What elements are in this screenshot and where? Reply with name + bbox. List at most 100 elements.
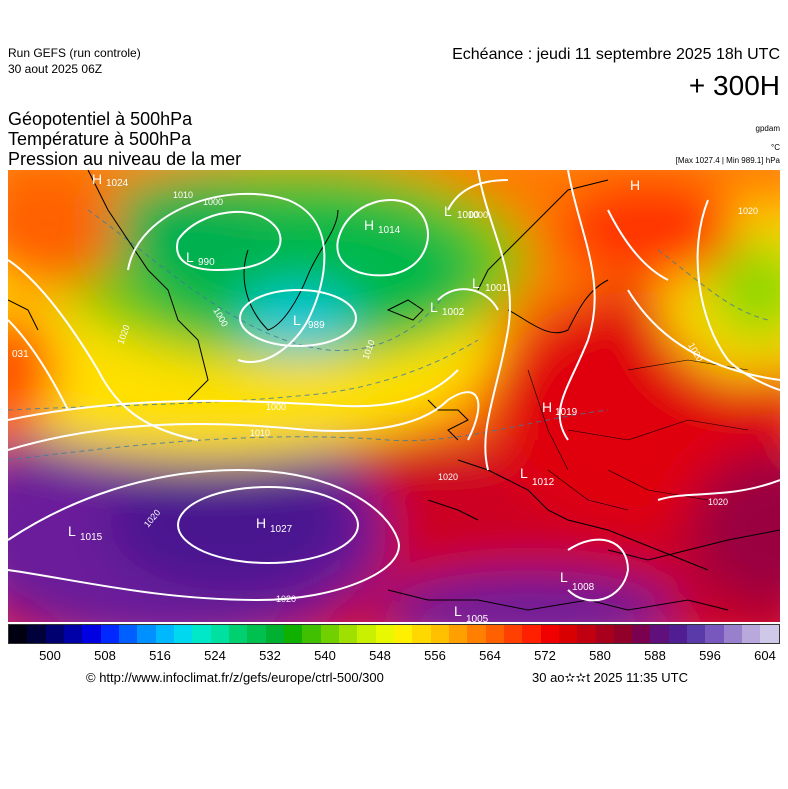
colorbar-swatch bbox=[247, 625, 266, 643]
colorbar-tick-label: 580 bbox=[589, 648, 611, 663]
pressure-center: L 990 bbox=[186, 249, 215, 268]
svg-text:L: L bbox=[520, 465, 528, 481]
svg-text:H: H bbox=[364, 217, 374, 233]
svg-text:H: H bbox=[542, 399, 552, 415]
colorbar-tick-label: 548 bbox=[369, 648, 391, 663]
unit-temperature: °C bbox=[771, 143, 780, 152]
colorbar-swatch bbox=[467, 625, 486, 643]
colorbar-swatch bbox=[723, 625, 743, 643]
colorbar-swatch bbox=[173, 625, 193, 643]
colorbar-swatch bbox=[595, 625, 614, 643]
pressure-centers: H 1024 L 990 L 989 H 1014 L 1000 L 1001 L 1002 … bbox=[12, 171, 640, 622]
colorbar-swatch bbox=[485, 625, 504, 643]
colorbar-swatch bbox=[632, 625, 651, 643]
svg-text:1001: 1001 bbox=[485, 283, 508, 294]
colorbar-swatch bbox=[320, 625, 339, 643]
isobar-label: 1000 bbox=[203, 197, 223, 207]
svg-text:L: L bbox=[454, 603, 462, 619]
colorbar-tick-label: 516 bbox=[149, 648, 171, 663]
pressure-center: L 989 bbox=[293, 312, 325, 331]
colorbar-swatch bbox=[118, 625, 138, 643]
colorbar-swatch bbox=[228, 625, 248, 643]
svg-text:L: L bbox=[293, 312, 301, 328]
colorbar-swatch bbox=[45, 625, 64, 643]
svg-text:H: H bbox=[630, 177, 640, 193]
colorbar-swatch bbox=[577, 625, 596, 643]
colorbar-tick-label: 524 bbox=[204, 648, 226, 663]
colorbar-tick-label: 540 bbox=[314, 648, 336, 663]
colorbar-tick-label: 572 bbox=[534, 648, 556, 663]
svg-text:1002: 1002 bbox=[442, 307, 465, 318]
isobar-label: 1000 bbox=[468, 210, 488, 220]
svg-text:1019: 1019 bbox=[555, 407, 578, 418]
colorbar-swatch bbox=[448, 625, 468, 643]
pressure-center: L 1008 bbox=[560, 569, 595, 593]
svg-text:L: L bbox=[472, 275, 480, 291]
colorbar-swatch bbox=[155, 625, 174, 643]
svg-text:1027: 1027 bbox=[270, 524, 293, 535]
colorbar-swatch bbox=[27, 625, 46, 643]
colorbar-swatch bbox=[302, 625, 321, 643]
weather-map: 1010 1000 1000 1000 1020 1000 1010 1020 … bbox=[8, 170, 780, 622]
isobar-label: 1020 bbox=[738, 206, 758, 216]
svg-text:1008: 1008 bbox=[572, 582, 595, 593]
colorbar-tick-label: 532 bbox=[259, 648, 281, 663]
colorbar-swatch bbox=[100, 625, 119, 643]
field-pressure: Pression au niveau de la mer bbox=[8, 149, 242, 169]
field-temperature: Température à 500hPa bbox=[8, 129, 192, 149]
colorbar-swatch bbox=[522, 625, 541, 643]
pressure-center: L 1015 bbox=[68, 523, 103, 543]
colorbar-swatch bbox=[558, 625, 578, 643]
isobar-label: 1000 bbox=[266, 402, 286, 412]
colorbar-swatch bbox=[393, 625, 413, 643]
colorbar-swatch bbox=[82, 625, 101, 643]
svg-text:1015: 1015 bbox=[80, 532, 103, 543]
svg-text:031: 031 bbox=[12, 349, 29, 360]
colorbar-tick-label: 500 bbox=[39, 648, 61, 663]
svg-text:H: H bbox=[256, 515, 266, 531]
credit-url: © http://www.infoclimat.fr/z/gefs/europe… bbox=[86, 670, 384, 685]
colorbar-tick-label: 588 bbox=[644, 648, 666, 663]
colorbar-swatch bbox=[412, 625, 431, 643]
colorbar-swatch bbox=[760, 625, 779, 643]
unit-geopotential: gpdam bbox=[755, 124, 780, 133]
svg-text:H: H bbox=[92, 171, 102, 187]
unit-pressure-range: [Max 1027.4 | Min 989.1] hPa bbox=[675, 156, 780, 165]
pressure-center: H 1027 bbox=[256, 515, 293, 535]
colorbar-swatch bbox=[650, 625, 669, 643]
svg-text:1000: 1000 bbox=[457, 210, 480, 221]
pressure-center: H 1014 bbox=[364, 217, 401, 236]
colorbar-swatch bbox=[668, 625, 688, 643]
svg-text:1014: 1014 bbox=[378, 225, 401, 236]
isobar-label: 1020 bbox=[708, 497, 728, 507]
colorbar-swatch bbox=[375, 625, 394, 643]
pressure-center: L 1005 bbox=[454, 603, 489, 622]
svg-text:L: L bbox=[430, 299, 438, 315]
colorbar-tick-label: 556 bbox=[424, 648, 446, 663]
pressure-center: H 1019 bbox=[542, 399, 578, 418]
colorbar bbox=[8, 624, 780, 644]
isobar-label: 1020 bbox=[276, 594, 296, 604]
colorbar-swatch bbox=[338, 625, 358, 643]
colorbar-swatch bbox=[283, 625, 303, 643]
lead-time: + 300H bbox=[688, 70, 780, 101]
svg-text:L: L bbox=[444, 203, 452, 219]
colorbar-ticks: 500 508 516 524 532 540 548 556 564 572 580 588 596 6… bbox=[8, 648, 780, 666]
colorbar-swatch bbox=[430, 625, 449, 643]
pressure-center: L 1001 bbox=[472, 275, 508, 294]
svg-text:L: L bbox=[68, 523, 76, 539]
geopotential-shading bbox=[8, 170, 780, 622]
colorbar-tick-label: 564 bbox=[479, 648, 501, 663]
valid-time: Echéance : jeudi 11 septembre 2025 18h U… bbox=[452, 46, 780, 63]
isobar-label: 1010 bbox=[250, 428, 270, 438]
pressure-center: H 1024 bbox=[92, 171, 129, 189]
svg-text:L: L bbox=[560, 569, 568, 585]
colorbar-swatch bbox=[503, 625, 523, 643]
colorbar-swatch bbox=[613, 625, 633, 643]
colorbar-swatch bbox=[192, 625, 211, 643]
run-title: Run GEFS (run controle) bbox=[8, 46, 141, 60]
run-date: 30 aout 2025 06Z bbox=[8, 62, 103, 76]
colorbar-tick-label: 508 bbox=[94, 648, 116, 663]
colorbar-swatch bbox=[9, 625, 28, 643]
pressure-center: L 1012 bbox=[520, 465, 555, 488]
